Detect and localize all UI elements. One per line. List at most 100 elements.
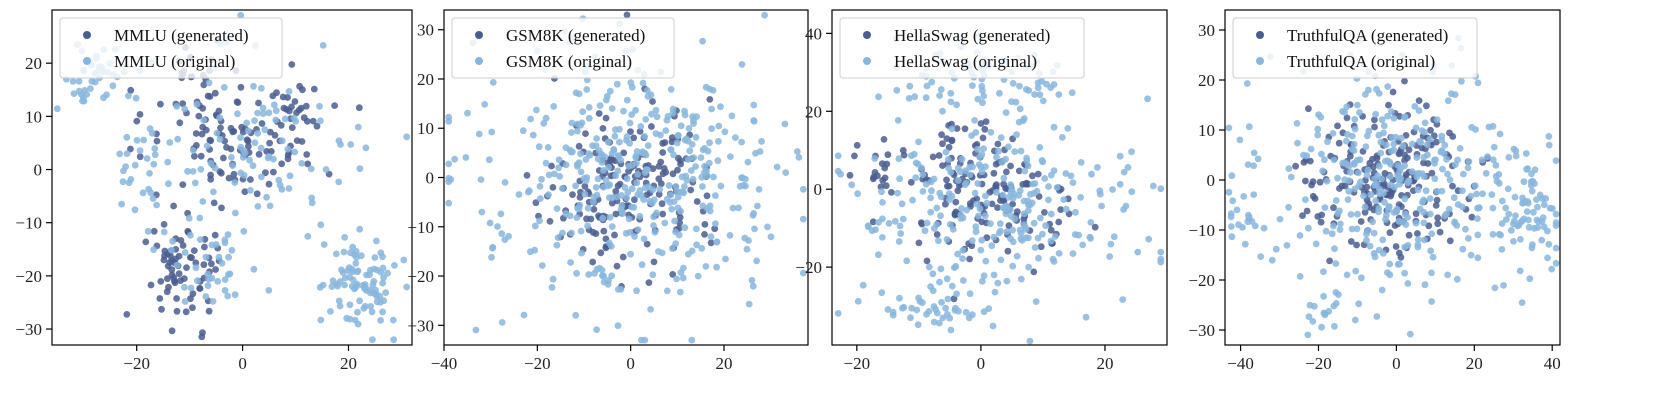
original-point (722, 256, 729, 263)
original-point (554, 242, 561, 249)
generated-point (1308, 182, 1315, 189)
original-point (960, 277, 967, 284)
original-point (152, 151, 159, 158)
original-point (890, 312, 897, 319)
original-point (464, 110, 471, 117)
generated-point (142, 239, 149, 246)
original-point (1380, 250, 1387, 257)
original-point (1445, 97, 1452, 104)
original-point (594, 192, 601, 199)
original-point (391, 262, 398, 269)
original-point (596, 265, 603, 272)
original-point (1015, 192, 1022, 199)
original-point (1528, 171, 1535, 178)
original-point (153, 202, 160, 209)
original-point (1368, 191, 1375, 198)
original-point (1060, 196, 1067, 203)
original-point (979, 87, 986, 94)
original-point (939, 315, 946, 322)
original-point (1251, 150, 1258, 157)
original-point (706, 86, 713, 93)
original-point (947, 221, 954, 228)
original-point (1511, 146, 1518, 153)
original-point (1490, 205, 1497, 212)
original-point (1041, 175, 1048, 182)
original-point (600, 184, 607, 191)
original-point (938, 86, 945, 93)
original-point (133, 95, 140, 102)
original-point (674, 140, 681, 147)
generated-point (600, 228, 607, 235)
original-point (243, 120, 250, 127)
original-point (1252, 223, 1259, 230)
original-point (1228, 223, 1235, 230)
generated-point (1363, 184, 1370, 191)
original-point (556, 173, 563, 180)
original-point (886, 220, 893, 227)
original-point (1341, 109, 1348, 116)
original-point (1269, 257, 1276, 264)
original-point (624, 175, 631, 182)
original-point (1330, 223, 1337, 230)
original-point (943, 149, 950, 156)
original-point (1000, 192, 1007, 199)
generated-point (193, 130, 200, 137)
generated-point (882, 175, 889, 182)
original-point (445, 200, 452, 207)
original-point (252, 139, 259, 146)
original-point (1351, 116, 1358, 123)
x-tick-label: 20 (340, 354, 357, 373)
original-point (750, 283, 757, 290)
generated-point (198, 153, 205, 160)
original-point (1134, 249, 1141, 256)
legend-marker-original (475, 57, 483, 65)
original-point (1320, 268, 1327, 275)
original-point (150, 161, 157, 168)
original-point (646, 198, 653, 205)
original-point (1145, 236, 1152, 243)
original-point (753, 258, 760, 265)
original-point (70, 78, 77, 85)
generated-point (872, 169, 879, 176)
original-point (1420, 197, 1427, 204)
generated-point (1330, 204, 1337, 211)
original-point (1023, 158, 1030, 165)
original-point (1502, 205, 1509, 212)
original-point (1381, 122, 1388, 129)
original-point (1330, 130, 1337, 137)
generated-point (615, 183, 622, 190)
generated-point (199, 329, 206, 336)
original-point (1534, 224, 1541, 231)
original-point (308, 166, 315, 173)
original-point (550, 276, 557, 283)
original-point (675, 132, 682, 139)
original-point (1087, 219, 1094, 226)
original-point (1348, 211, 1355, 218)
original-point (959, 247, 966, 254)
original-point (1036, 144, 1043, 151)
generated-point (1403, 171, 1410, 178)
original-point (1045, 183, 1052, 190)
generated-point (1041, 209, 1048, 216)
original-point (229, 162, 236, 169)
original-point (645, 142, 652, 149)
original-point (909, 197, 916, 204)
original-point (1416, 138, 1423, 145)
original-point (273, 107, 280, 114)
original-point (924, 83, 931, 90)
original-point (137, 147, 144, 154)
original-point (206, 79, 213, 86)
original-point (490, 79, 497, 86)
original-point (1503, 216, 1510, 223)
original-point (835, 168, 842, 175)
original-point (990, 323, 997, 330)
original-point (193, 264, 200, 271)
y-tick-label: −20 (407, 267, 434, 286)
original-point (1384, 83, 1391, 90)
original-point (681, 108, 688, 115)
generated-point (259, 120, 266, 127)
original-point (668, 86, 675, 93)
original-point (586, 104, 593, 111)
original-point (165, 180, 172, 187)
original-point (1106, 253, 1113, 260)
